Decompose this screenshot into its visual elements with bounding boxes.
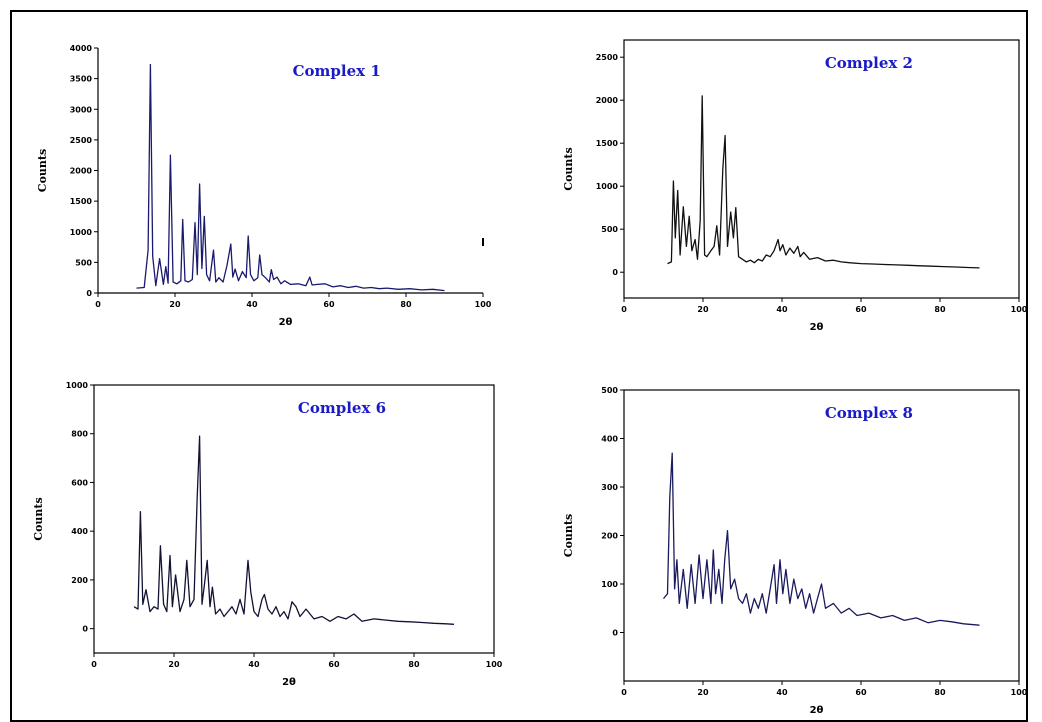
x-tick-label: 0 [621, 305, 627, 314]
y-tick-label: 500 [601, 225, 618, 234]
chart-panel-complex-2: 0 20 40 60 80 100 0 500 1000 1500 2000 2500 2θ Counts… [548, 38, 1028, 348]
x-tick-label: 20 [697, 688, 709, 697]
x-tick-label: 80 [934, 688, 946, 697]
chart-complex-6: 0 20 40 60 80 100020040060080010002θCountsCom… [32, 381, 503, 688]
chart-title: Complex 2 [825, 54, 913, 72]
y-tick-label: 1000 [70, 228, 93, 237]
plot-frame [623, 389, 1020, 682]
x-axis-label: 2θ [279, 317, 293, 328]
x-tick-label: 40 [248, 660, 260, 669]
series-line [662, 452, 980, 626]
y-tick-label: 800 [71, 430, 88, 439]
y-tick-label: 600 [71, 478, 88, 487]
x-axis-label: 2θ [282, 677, 296, 688]
y-tick-label: 400 [71, 527, 88, 536]
series-line [133, 435, 455, 625]
y-tick-label: 200 [601, 532, 618, 541]
y-tick-label: 2000 [596, 96, 619, 105]
x-tick-label: 60 [323, 300, 335, 309]
x-tick-label: 20 [169, 300, 181, 309]
x-tick-label: 40 [246, 300, 258, 309]
series-line [667, 95, 980, 269]
x-tick-label: 40 [776, 305, 788, 314]
x-tick-label: 60 [855, 688, 867, 697]
chart-title: Complex 1 [293, 62, 381, 80]
x-tick-label: 60 [855, 305, 867, 314]
y-tick-label: 400 [601, 435, 618, 444]
y-tick-label: 4000 [70, 44, 93, 53]
series-line [136, 63, 445, 292]
chart-complex-8: 0 20 40 60 80 100 0 100 200 300 400 500 2θ Counts Comp… [562, 386, 1028, 716]
chart-title: Complex 8 [825, 404, 913, 422]
y-tick-label: 1000 [66, 381, 89, 390]
y-tick-label: 0 [86, 289, 92, 298]
chart-panel-complex-6: 0 20 40 60 80 100 0 200 400 600 800 1000 2θ Counts Com… [22, 381, 503, 695]
x-tick-label: 100 [486, 660, 503, 669]
x-tick-label: 80 [934, 305, 946, 314]
chart-panel-complex-1: 0 20 40 60 80 100 0 500 1000 1500 2000 2500 3000 3500… [22, 38, 492, 328]
chart-complex-2: 0 20 40 60 80 100050010001500200025002θCounts… [562, 39, 1028, 333]
x-tick-label: 80 [400, 300, 412, 309]
x-axis-label: 2θ [810, 705, 824, 716]
plot-frame [623, 39, 1020, 299]
x-tick-label: 20 [697, 305, 709, 314]
y-tick-label: 0 [82, 625, 88, 634]
figure-frame [10, 10, 1028, 722]
y-axis-label: Counts [562, 514, 575, 557]
y-tick-label: 0 [612, 268, 618, 277]
x-tick-label: 100 [1011, 305, 1028, 314]
y-tick-label: 1000 [596, 182, 619, 191]
y-tick-label: 2500 [596, 53, 619, 62]
x-axis-label: 2θ [810, 322, 824, 333]
x-tick-label: 40 [776, 688, 788, 697]
y-tick-label: 1500 [70, 197, 93, 206]
x-tick-label: 0 [95, 300, 101, 309]
x-tick-label: 80 [408, 660, 420, 669]
y-axis-label: Counts [562, 147, 575, 190]
y-tick-label: 0 [612, 629, 618, 638]
y-tick-label: 100 [601, 580, 618, 589]
y-tick-label: 500 [601, 386, 618, 395]
x-tick-label: 60 [328, 660, 340, 669]
y-tick-label: 200 [71, 576, 88, 585]
plot-frame [93, 384, 495, 654]
x-tick-label: 20 [168, 660, 180, 669]
x-tick-label: 100 [1011, 688, 1028, 697]
chart-complex-1: 0 20 40 60 80 1000500100015002000250030003500… [36, 44, 492, 328]
y-tick-label: 500 [75, 258, 92, 267]
x-tick-label: 0 [621, 688, 627, 697]
y-axis-label: Counts [32, 497, 45, 540]
x-tick-label: 100 [475, 300, 492, 309]
y-tick-label: 300 [601, 483, 618, 492]
chart-title: Complex 6 [298, 399, 386, 417]
y-tick-label: 3000 [70, 105, 93, 114]
y-tick-label: 2000 [70, 167, 93, 176]
y-axis-label: Counts [36, 149, 49, 192]
x-tick-label: 0 [91, 660, 97, 669]
y-tick-label: 1500 [596, 139, 619, 148]
y-tick-label: 2500 [70, 136, 93, 145]
chart-panel-complex-8: 0 20 40 60 80 100 0 100 200 300 400 500 2θ Counts Comp… [548, 385, 1028, 716]
y-tick-label: 3500 [70, 75, 93, 84]
